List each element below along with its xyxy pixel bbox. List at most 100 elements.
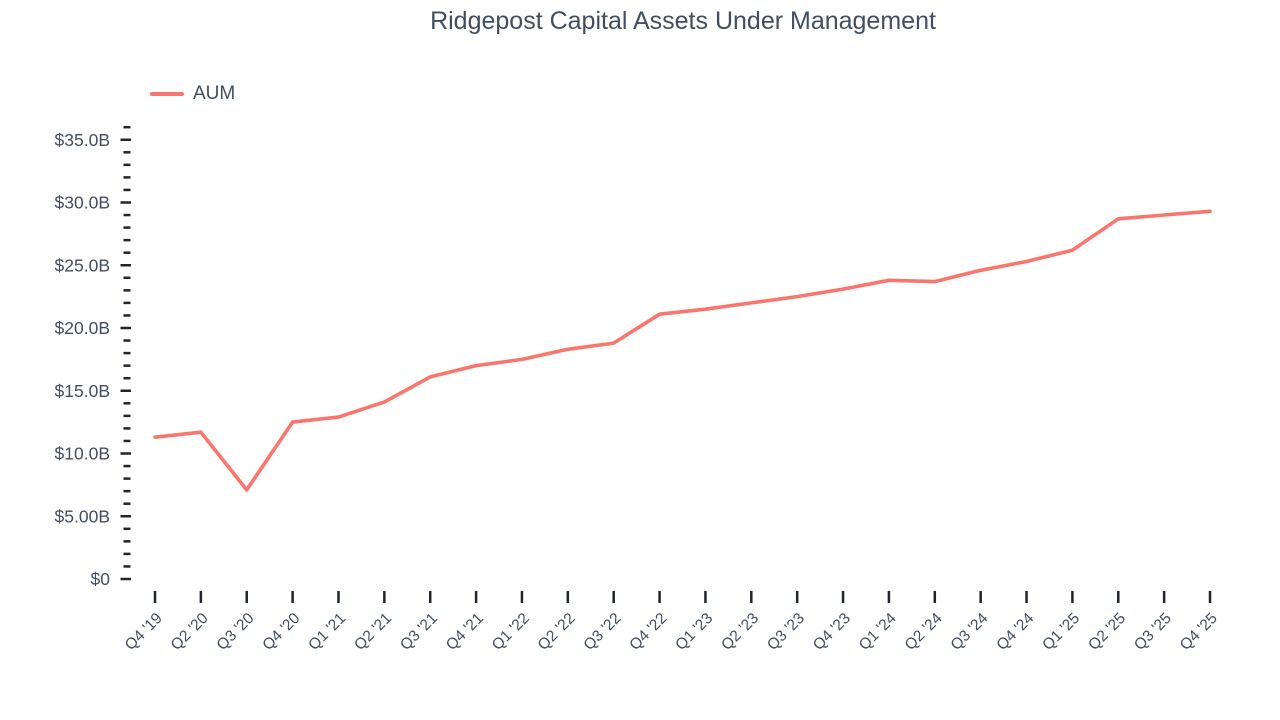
y-minor-tick (123, 301, 131, 305)
y-minor-tick (123, 540, 131, 543)
y-minor-tick (123, 565, 131, 568)
x-tick (704, 591, 707, 603)
x-tick (1025, 591, 1028, 603)
x-tick (291, 591, 294, 603)
x-tick (933, 591, 937, 603)
aum-line-series (153, 209, 1212, 492)
y-axis-tick-label: $25.0B (55, 255, 110, 275)
x-axis-tick-label: Q1 '21 (305, 610, 349, 654)
x-axis-tick-label: Q4 '20 (259, 610, 303, 654)
y-minor-tick (123, 527, 131, 531)
x-tick (337, 591, 340, 603)
y-minor-tick (123, 502, 131, 505)
y-minor-tick (123, 351, 131, 355)
y-major-tick (120, 264, 131, 267)
x-axis-tick-label: Q1 '23 (672, 610, 716, 654)
y-minor-tick (123, 314, 131, 317)
x-axis-tick-label: Q2 '25 (1085, 610, 1129, 654)
y-minor-tick (123, 552, 131, 556)
x-axis-tick-label: Q2 '21 (351, 610, 395, 654)
y-minor-tick (123, 163, 131, 167)
legend-item-aum[interactable]: AUM (150, 83, 235, 105)
y-major-tick (120, 577, 131, 581)
x-tick (887, 591, 891, 603)
x-tick (795, 591, 799, 603)
y-axis-tick-label: $15.0B (55, 381, 110, 401)
y-major-tick (120, 326, 131, 330)
chart-title: Ridgepost Capital Assets Under Managemen… (430, 7, 936, 35)
y-major-tick (120, 515, 131, 518)
x-axis-tick-label: Q4 '21 (443, 610, 487, 654)
y-axis-tick-label: $5.00B (55, 506, 110, 526)
y-axis-tick-label: $10.0B (55, 444, 110, 464)
y-axis-tick-label: $20.0B (55, 318, 110, 338)
y-minor-tick (123, 402, 131, 405)
y-minor-tick (123, 188, 131, 192)
x-tick (383, 591, 386, 603)
y-minor-tick (123, 238, 131, 242)
y-minor-tick (123, 339, 131, 342)
y-major-tick (120, 452, 131, 455)
x-axis-tick-label: Q4 '24 (993, 610, 1037, 654)
x-tick (979, 591, 982, 603)
y-minor-tick (123, 289, 131, 292)
x-tick (153, 591, 157, 603)
x-axis-tick-label: Q4 '23 (810, 610, 854, 654)
y-minor-tick (123, 489, 131, 493)
y-minor-tick (123, 125, 131, 129)
x-axis-tick-label: Q1 '25 (1039, 610, 1083, 654)
y-minor-tick (123, 427, 131, 430)
x-tick (199, 591, 203, 603)
y-minor-tick (123, 151, 131, 154)
y-minor-tick (123, 276, 131, 280)
x-tick (750, 591, 753, 603)
legend-label: AUM (193, 83, 236, 104)
x-tick (520, 591, 524, 603)
x-axis-tick-label: Q3 '23 (764, 610, 808, 654)
x-axis-tick-label: Q3 '22 (581, 610, 625, 654)
x-axis-tick-label: Q3 '20 (214, 610, 258, 654)
x-axis-tick-label: Q3 '24 (948, 610, 992, 654)
y-major-tick (120, 389, 131, 392)
x-tick (428, 591, 432, 603)
x-tick (1117, 591, 1120, 603)
x-axis-tick-label: Q2 '22 (535, 610, 579, 654)
y-minor-tick (123, 176, 131, 179)
y-major-tick (120, 201, 131, 204)
y-axis-tick-label: $30.0B (55, 193, 110, 213)
y-minor-tick (123, 439, 131, 443)
y-axis-tick-label: $0 (91, 569, 111, 589)
x-axis-tick-label: Q4 '19 (122, 610, 166, 654)
x-tick (658, 591, 661, 603)
x-axis-tick-label: Q2 '23 (718, 610, 762, 654)
x-axis-tick-label: Q1 '22 (489, 610, 533, 654)
x-axis-tick-label: Q3 '21 (397, 610, 441, 654)
x-axis-tick-label: Q4 '22 (626, 610, 670, 654)
y-minor-tick (123, 364, 131, 367)
x-axis-tick-label: Q4 '25 (1177, 610, 1221, 654)
legend: AUM (150, 83, 235, 105)
x-axis-tick-label: Q2 '20 (168, 610, 212, 654)
y-minor-tick (123, 226, 131, 229)
y-minor-tick (123, 213, 131, 217)
y-minor-tick (123, 464, 131, 468)
x-tick (566, 591, 570, 603)
y-minor-tick (123, 376, 131, 380)
x-tick (245, 591, 248, 603)
x-tick (1208, 591, 1212, 603)
x-axis-tick-label: Q2 '24 (902, 610, 946, 654)
x-tick (1162, 591, 1166, 603)
x-axis-tick-label: Q3 '25 (1131, 610, 1175, 654)
legend-line-swatch-icon (150, 91, 184, 97)
x-tick (612, 591, 615, 603)
x-tick (841, 591, 845, 603)
y-major-tick (120, 138, 131, 141)
y-minor-tick (123, 414, 131, 418)
y-minor-tick (123, 251, 131, 254)
y-minor-tick (123, 477, 131, 480)
x-tick (1071, 591, 1074, 603)
x-axis-tick-label: Q1 '24 (856, 610, 900, 654)
x-tick (474, 591, 478, 603)
